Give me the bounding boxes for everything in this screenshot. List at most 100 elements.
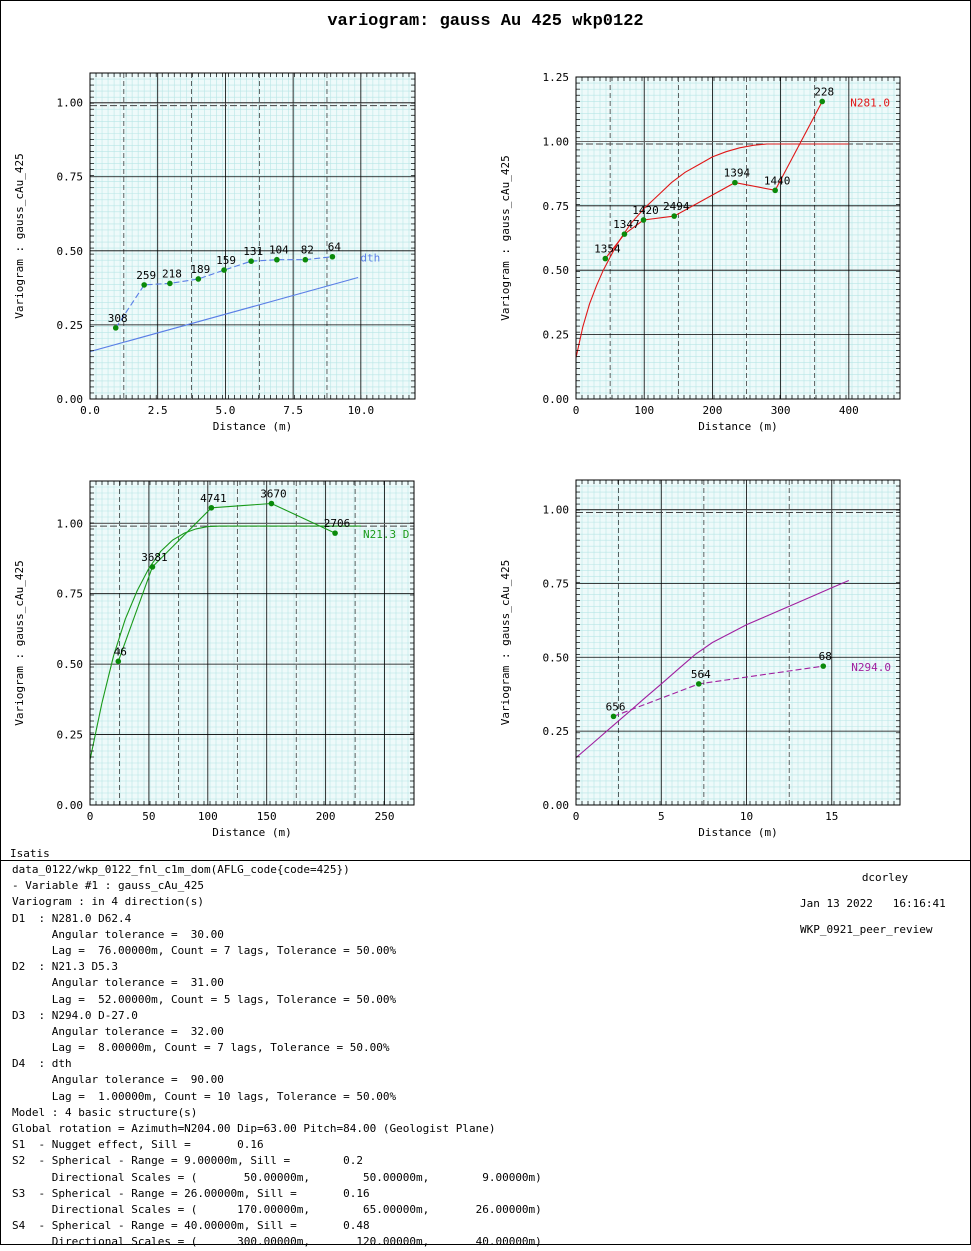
x-tick-label: 0 [573,810,580,823]
pair-count-label: 189 [190,263,210,276]
y-tick-label: 0.00 [57,393,84,406]
experimental-point [115,658,122,665]
parameter-line: Lag = 1.00000m, Count = 10 lags, Toleran… [12,1089,397,1103]
y-tick-label: 0.75 [57,588,84,601]
report-date: Jan 13 2022 [800,897,873,910]
pair-count-label: 228 [814,85,834,98]
y-tick-label: 0.50 [543,264,570,277]
report-footer: Isatis data_0122/wkp_0122_fnl_c1m_dom(AF… [0,845,971,1248]
experimental-point [640,217,647,223]
parameter-line: D2 : N21.3 D5.3 [12,960,118,974]
experimental-point [248,258,254,264]
experimental-point [772,187,778,194]
x-tick-label: 250 [375,810,395,823]
experimental-point [274,256,280,263]
user-name: dcorley [861,871,909,884]
x-tick-label: 5.0 [215,404,235,417]
footer-left-border [0,860,1,1245]
model-curve [90,276,359,353]
y-tick-label: 0.00 [57,799,84,812]
variogram-panel-3: 46 3681 4741 3670 2706 N21.3 D 0 50 100 150 200 250… [13,480,415,839]
parameter-line: Directional Scales = ( 50.00000m, 50.000… [12,1170,542,1184]
pair-count-label: 2706 [324,517,351,530]
x-axis-label: Distance (m) [698,420,777,433]
parameter-line: D3 : N294.0 D-27.0 [12,1008,138,1022]
y-axis-label: Variogram : gauss_cAu_425 [499,155,512,321]
x-axis-label: Distance (m) [212,826,291,839]
footer-divider [0,860,971,861]
experimental-point [602,255,609,262]
project-name: WKP_0921_peer_review [800,923,933,936]
x-tick-label: 100 [634,404,654,417]
y-tick-label: 0.75 [57,171,84,184]
y-axis-label: Variogram : gauss_cAu_425 [499,560,512,726]
page-title: variogram: gauss Au 425 wkp0122 [327,12,644,31]
y-axis-label: Variogram : gauss_cAu_425 [13,560,26,726]
x-axis-label: Distance (m) [213,420,292,433]
experimental-point [195,276,202,282]
parameter-line: D1 : N281.0 D62.4 [12,911,132,925]
experimental-point [149,564,156,570]
experimental-point [329,253,336,260]
parameter-line: Angular tolerance = 31.00 [12,976,224,990]
pair-count-label: 259 [136,269,156,282]
x-tick-label: 400 [839,404,859,417]
pair-count-label: 68 [819,650,832,663]
pair-count-label: 4741 [200,492,227,505]
parameter-line: Lag = 8.00000m, Count = 7 lags, Toleranc… [12,1041,390,1055]
parameter-listing: data_0122/wkp_0122_fnl_c1m_dom(AFLG_code… [12,862,542,1251]
pair-count-label: 3670 [260,488,287,501]
parameter-line: S1 - Nugget effect, Sill = 0.16 [12,1138,264,1152]
y-tick-label: 1.00 [543,135,570,148]
parameter-line: Variogram : in 4 direction(s) [12,895,205,909]
x-tick-label: 7.5 [283,404,303,417]
y-tick-label: 0.50 [57,658,84,671]
x-tick-label: 100 [198,810,218,823]
model-curve [576,579,850,759]
pair-count-label: 564 [691,668,711,681]
direction-label: N21.3 D [363,528,409,541]
pair-count-label: 1394 [724,167,751,180]
x-tick-label: 200 [316,810,336,823]
pair-count-label: 131 [243,245,263,258]
y-axis-label: Variogram : gauss_cAu_425 [13,153,26,319]
parameter-line: Global rotation = Azimuth=N204.00 Dip=63… [12,1122,496,1135]
experimental-point [221,267,227,273]
x-tick-label: 150 [257,810,277,823]
report-meta: dcorley Jan 13 2022 16:16:41 WKP_0921_pe… [800,865,970,943]
parameter-line: Directional Scales = ( 170.00000m, 65.00… [12,1202,542,1216]
parameter-line: Directional Scales = ( 300.00000m, 120.0… [12,1235,542,1249]
variogram-charts: 308 259 218 189 159 131 104 82 64 dth 0.0 2.5 5.0 7.5… [13,71,901,839]
experimental-point [141,282,147,288]
x-tick-label: 300 [771,404,791,417]
parameter-line: S4 - Spherical - Range = 40.00000m, Sill… [12,1219,370,1233]
x-tick-label: 2.5 [148,404,168,417]
model-curve [90,525,361,761]
x-tick-label: 15 [825,810,838,823]
y-tick-label: 0.75 [543,200,570,213]
x-tick-label: 10 [740,810,753,823]
experimental-point [732,179,738,186]
experimental-point [167,280,173,287]
parameter-line: Angular tolerance = 32.00 [12,1024,224,1038]
direction-label: N281.0 [850,96,890,109]
pair-count-label: 104 [269,244,289,257]
direction-label: dth [360,252,380,265]
pair-count-label: 159 [216,254,236,267]
x-axis-label: Distance (m) [698,826,777,839]
experimental-point [268,500,275,507]
pair-count-label: 1347 [613,218,640,231]
parameter-line: Lag = 76.00000m, Count = 7 lags, Toleran… [12,943,397,957]
pair-count-label: 1354 [594,243,621,256]
parameter-line: data_0122/wkp_0122_fnl_c1m_dom(AFLG_code… [12,863,350,876]
pair-count-label: 82 [301,244,314,257]
pair-count-label: 1440 [764,174,791,187]
parameter-line: S2 - Spherical - Range = 9.00000m, Sill … [12,1154,363,1168]
experimental-point [112,325,119,331]
parameter-line: Angular tolerance = 30.00 [12,927,224,941]
experimental-point [820,663,827,669]
pair-count-label: 46 [114,645,127,658]
parameter-line: Angular tolerance = 90.00 [12,1073,224,1087]
y-tick-label: 0.25 [543,329,570,342]
